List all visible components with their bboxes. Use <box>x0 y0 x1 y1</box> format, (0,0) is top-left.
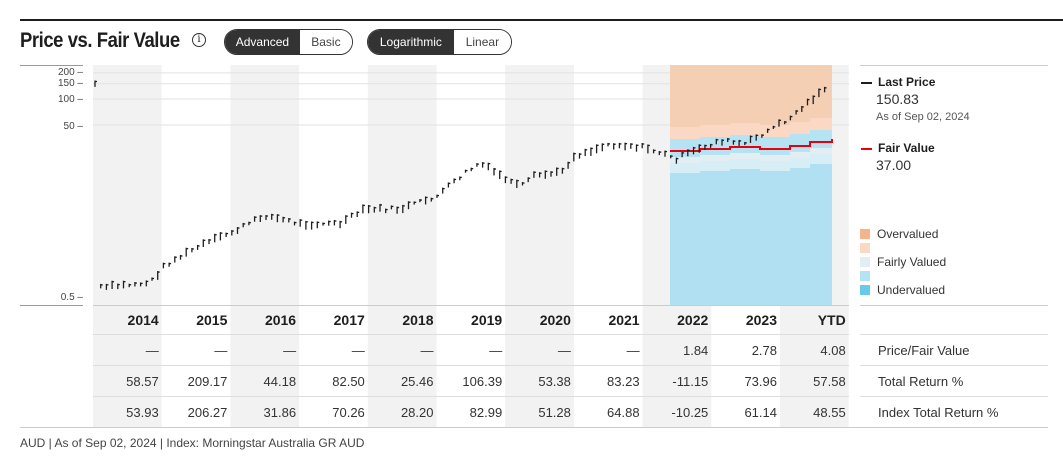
table-cell: — <box>145 343 159 358</box>
y-tick-200: 200 – <box>57 67 83 78</box>
column-header: 2017 <box>333 312 365 328</box>
table-cell: 53.93 <box>126 405 159 420</box>
table-cell: 51.28 <box>538 405 571 420</box>
view-toggle: Advanced Basic <box>224 29 353 55</box>
overvalued-label: Overvalued <box>877 227 939 241</box>
column-header: 2019 <box>471 312 503 328</box>
last-price-line-icon <box>861 82 872 84</box>
table-cell: 82.50 <box>332 374 365 389</box>
y-tick-0-5: 0.5 – <box>60 292 83 303</box>
last-price-label: Last Price <box>878 75 936 89</box>
fairly-valued-swatch-icon <box>860 257 870 267</box>
y-tick-100: 100 – <box>57 94 83 105</box>
row-divider <box>93 334 849 335</box>
row-divider <box>860 365 1048 366</box>
row-divider <box>93 365 849 366</box>
table-cell: — <box>626 343 640 358</box>
table-cell: 4.08 <box>820 343 846 358</box>
column-header: 2023 <box>745 312 777 328</box>
basic-button[interactable]: Basic <box>299 30 352 54</box>
y-tick-150: 150 – <box>57 78 83 89</box>
undervalued-swatch-icon <box>860 285 870 295</box>
table-cell: 73.96 <box>744 374 777 389</box>
row-divider <box>93 396 849 397</box>
table-cell: — <box>420 343 434 358</box>
table-cell: 1.84 <box>682 343 709 358</box>
overvalued-light-swatch-icon <box>860 243 870 253</box>
table-cell: — <box>351 343 365 358</box>
row-label: Index Total Return % <box>878 405 999 420</box>
page-title: Price vs. Fair Value <box>20 29 180 52</box>
row-divider <box>860 334 1048 335</box>
table-cell: 2.78 <box>751 343 777 358</box>
linear-button[interactable]: Linear <box>453 30 511 54</box>
table-cell: 53.38 <box>538 374 571 389</box>
table-cell: 57.58 <box>813 374 846 389</box>
table-cell: 28.20 <box>400 405 434 420</box>
table-bottom-rule <box>20 427 1048 428</box>
info-icon[interactable]: i <box>192 33 206 47</box>
price-chart <box>20 65 1048 427</box>
table-cell: -10.25 <box>671 405 709 420</box>
overvalued-swatch-icon <box>860 229 870 239</box>
fairly-valued-label: Fairly Valued <box>877 255 947 269</box>
y-tick-50: 50 – <box>63 121 83 132</box>
table-cell: — <box>214 343 228 358</box>
fair-value-value: 37.00 <box>876 157 912 173</box>
column-header: 2022 <box>677 312 709 328</box>
last-price-value: 150.83 <box>876 91 919 107</box>
table-cell: — <box>283 343 297 358</box>
last-price-date: As of Sep 02, 2024 <box>876 111 970 123</box>
table-cell: -11.15 <box>672 374 709 389</box>
table-cell: 83.23 <box>607 374 640 389</box>
row-label: Price/Fair Value <box>878 343 970 358</box>
table-cell: — <box>557 343 571 358</box>
table-cell: 25.46 <box>400 374 434 389</box>
column-header: 2016 <box>264 312 297 328</box>
table-cell: 82.99 <box>469 405 503 420</box>
table-cell: — <box>489 343 503 358</box>
table-cell: 31.86 <box>263 405 297 420</box>
table-cell: 61.14 <box>744 405 777 420</box>
advanced-button[interactable]: Advanced <box>225 30 300 54</box>
table-cell: 106.39 <box>462 374 503 389</box>
table-cell: 64.88 <box>607 405 640 420</box>
logarithmic-button[interactable]: Logarithmic <box>368 30 454 54</box>
table-cell: 44.18 <box>263 374 297 389</box>
column-header: YTD <box>817 312 846 328</box>
row-label: Total Return % <box>878 374 964 389</box>
column-header: 2014 <box>127 312 159 328</box>
table-cell: 209.17 <box>187 374 228 389</box>
table-cell: 70.26 <box>332 405 365 420</box>
table-cell: 48.55 <box>813 405 846 420</box>
column-header: 2015 <box>196 312 228 328</box>
row-divider <box>860 396 1048 397</box>
table-cell: 206.27 <box>187 405 228 420</box>
column-header: 2018 <box>402 312 434 328</box>
scale-toggle: Logarithmic Linear <box>367 29 512 55</box>
fair-value-label: Fair Value <box>878 141 935 155</box>
column-header: 2020 <box>539 312 571 328</box>
top-rule <box>20 19 1063 21</box>
table-cell: 58.57 <box>126 374 159 389</box>
footer-note: AUD | As of Sep 02, 2024 | Index: Mornin… <box>20 436 365 450</box>
undervalued-label: Undervalued <box>877 283 946 297</box>
undervalued-light-swatch-icon <box>860 271 870 281</box>
column-header: 2021 <box>608 312 640 328</box>
fair-value-line-icon <box>861 148 872 150</box>
